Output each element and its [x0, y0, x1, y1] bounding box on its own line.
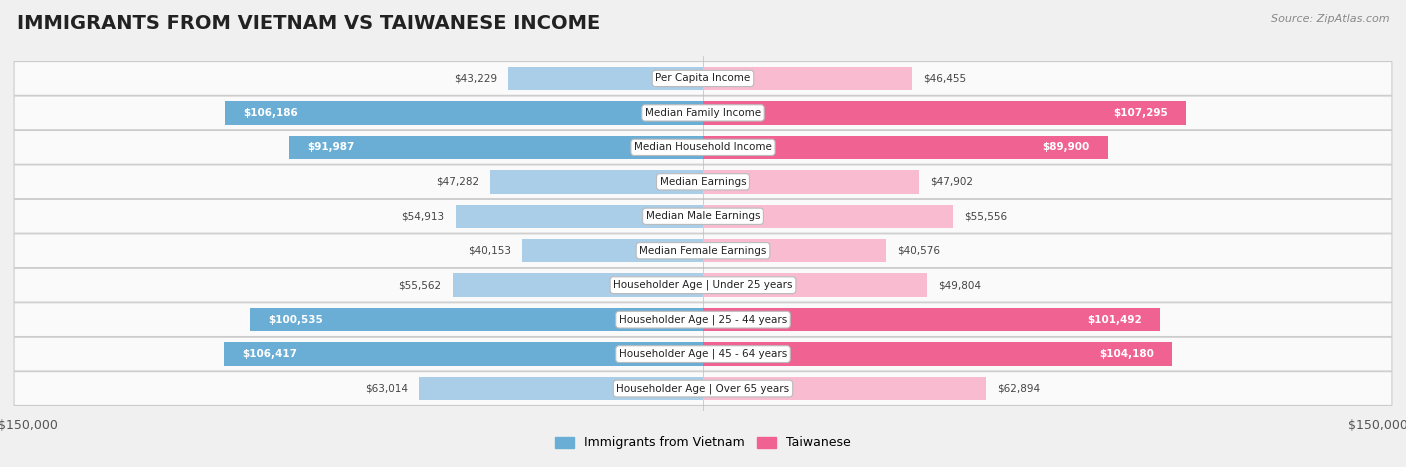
Bar	[703, 135, 1108, 159]
FancyBboxPatch shape	[14, 62, 1392, 95]
Text: $91,987: $91,987	[307, 142, 354, 152]
Text: $63,014: $63,014	[366, 383, 408, 394]
Bar	[491, 170, 703, 193]
Text: Source: ZipAtlas.com: Source: ZipAtlas.com	[1271, 14, 1389, 24]
Bar	[703, 170, 918, 193]
Bar	[703, 342, 1173, 366]
Text: $55,562: $55,562	[398, 280, 441, 290]
Bar	[703, 239, 886, 262]
Bar	[703, 67, 912, 90]
FancyBboxPatch shape	[14, 199, 1392, 233]
Text: $100,535: $100,535	[269, 315, 323, 325]
Text: $104,180: $104,180	[1099, 349, 1154, 359]
Bar	[224, 342, 703, 366]
Bar	[419, 377, 703, 400]
FancyBboxPatch shape	[14, 303, 1392, 337]
Bar	[456, 205, 703, 228]
Text: Median Female Earnings: Median Female Earnings	[640, 246, 766, 256]
Bar	[703, 308, 1160, 332]
Text: Per Capita Income: Per Capita Income	[655, 73, 751, 84]
Bar	[703, 274, 928, 297]
Text: $54,913: $54,913	[401, 211, 444, 221]
Bar	[453, 274, 703, 297]
Legend: Immigrants from Vietnam, Taiwanese: Immigrants from Vietnam, Taiwanese	[550, 432, 856, 454]
Text: $101,492: $101,492	[1087, 315, 1142, 325]
Text: Householder Age | 45 - 64 years: Householder Age | 45 - 64 years	[619, 349, 787, 359]
Text: $43,229: $43,229	[454, 73, 498, 84]
Text: $49,804: $49,804	[939, 280, 981, 290]
Bar	[703, 101, 1187, 125]
FancyBboxPatch shape	[14, 96, 1392, 130]
Text: $106,417: $106,417	[242, 349, 297, 359]
Text: Median Family Income: Median Family Income	[645, 108, 761, 118]
Text: $47,902: $47,902	[929, 177, 973, 187]
Text: Median Male Earnings: Median Male Earnings	[645, 211, 761, 221]
Text: $89,900: $89,900	[1042, 142, 1090, 152]
Text: Median Earnings: Median Earnings	[659, 177, 747, 187]
Text: $62,894: $62,894	[997, 383, 1040, 394]
Text: Householder Age | Under 25 years: Householder Age | Under 25 years	[613, 280, 793, 290]
FancyBboxPatch shape	[14, 269, 1392, 302]
Bar	[288, 135, 703, 159]
Bar	[703, 377, 986, 400]
FancyBboxPatch shape	[14, 234, 1392, 268]
Text: $55,556: $55,556	[965, 211, 1008, 221]
Text: Householder Age | Over 65 years: Householder Age | Over 65 years	[616, 383, 790, 394]
Bar	[703, 205, 953, 228]
Text: IMMIGRANTS FROM VIETNAM VS TAIWANESE INCOME: IMMIGRANTS FROM VIETNAM VS TAIWANESE INC…	[17, 14, 600, 33]
Bar	[509, 67, 703, 90]
Text: $40,153: $40,153	[468, 246, 510, 256]
Text: $107,295: $107,295	[1114, 108, 1168, 118]
Text: Householder Age | 25 - 44 years: Householder Age | 25 - 44 years	[619, 314, 787, 325]
FancyBboxPatch shape	[14, 337, 1392, 371]
Text: $46,455: $46,455	[924, 73, 966, 84]
FancyBboxPatch shape	[14, 372, 1392, 405]
Text: Median Household Income: Median Household Income	[634, 142, 772, 152]
Bar	[250, 308, 703, 332]
FancyBboxPatch shape	[14, 165, 1392, 198]
FancyBboxPatch shape	[14, 130, 1392, 164]
Bar	[522, 239, 703, 262]
Text: $47,282: $47,282	[436, 177, 479, 187]
Bar	[225, 101, 703, 125]
Text: $106,186: $106,186	[243, 108, 298, 118]
Text: $40,576: $40,576	[897, 246, 941, 256]
